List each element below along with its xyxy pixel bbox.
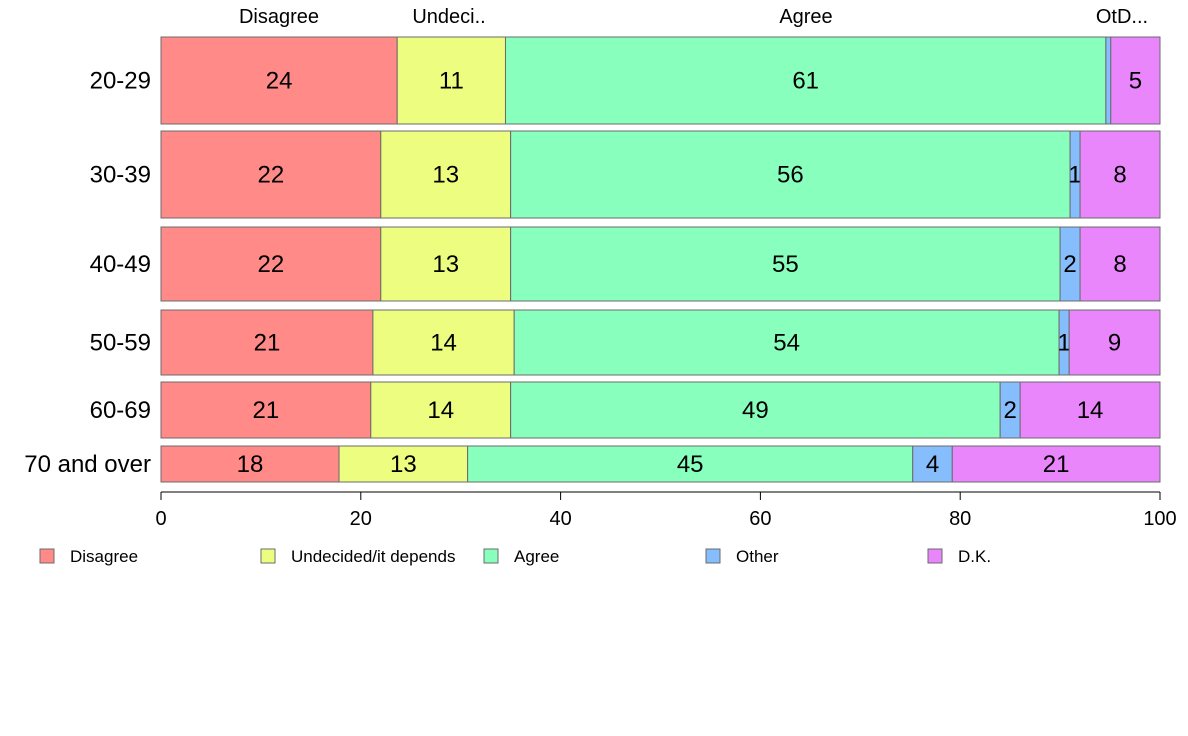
data-label: 22: [258, 251, 285, 278]
data-label: 11: [439, 68, 464, 95]
bar-row-40-49: 40-49 22 13 55 2 8: [90, 226, 1161, 302]
data-label: 13: [432, 162, 459, 189]
legend-label: Disagree: [70, 547, 138, 566]
bar-segment-other: [1105, 36, 1112, 125]
bar-segment-d-k: [1110, 36, 1161, 125]
bar-segment-disagree: [160, 381, 372, 439]
bar-segment-undecided-it-depends: [396, 36, 506, 125]
legend-swatch: [705, 548, 721, 564]
category-label: 30-39: [90, 162, 151, 189]
data-label: 14: [427, 397, 454, 424]
legend-item-disagree: Disagree: [39, 547, 138, 566]
bar-segment-disagree: [160, 130, 382, 219]
data-label: 14: [1077, 397, 1104, 424]
bar-segment-undecided-it-depends: [380, 130, 512, 219]
top-label-otd: OtD...: [1096, 6, 1148, 28]
category-label: 50-59: [90, 330, 151, 357]
data-label: 4: [926, 451, 939, 478]
data-label: 24: [266, 68, 293, 95]
bar-rows: 20-29 24 11 61 530-39 22 13 56 1 840-49 22 13 55 2 850…: [24, 36, 1161, 483]
top-label-undeci: Undeci..: [412, 6, 485, 28]
bar-segment-undecided-it-depends: [372, 309, 515, 376]
data-label: 61: [792, 68, 819, 95]
bar-segment-undecided-it-depends: [370, 381, 512, 439]
data-label: 21: [253, 397, 280, 424]
bar-segment-other: [912, 445, 953, 483]
x-axis: 0 20 40 60 80 100: [155, 491, 1177, 530]
bar-segment-disagree: [160, 309, 374, 376]
bar-segment-disagree: [160, 226, 382, 302]
bar-segment-agree: [510, 226, 1061, 302]
bar-segment-agree: [510, 130, 1071, 219]
x-tick-label: 100: [1143, 508, 1176, 530]
bar-row-70-and-over: 70 and over 18 13 45 4 21: [24, 445, 1161, 483]
legend-swatch: [39, 548, 55, 564]
data-label: 49: [742, 397, 769, 424]
bar-segment-undecided-it-depends: [380, 226, 512, 302]
data-label: 14: [430, 330, 457, 357]
bar-row-50-59: 50-59 21 14 54 1 9: [90, 309, 1161, 376]
category-label: 60-69: [90, 397, 151, 424]
data-label: 54: [773, 330, 800, 357]
data-label: 5: [1129, 68, 1142, 95]
data-label: 1: [1068, 162, 1081, 189]
bar-segment-undecided-it-depends: [338, 445, 469, 483]
data-label: 8: [1113, 162, 1126, 189]
data-label: 21: [254, 330, 281, 357]
data-label: 1: [1057, 330, 1070, 357]
data-label: 2: [1003, 397, 1016, 424]
legend-swatch: [927, 548, 943, 564]
legend-label: Agree: [514, 547, 559, 566]
legend-swatch: [483, 548, 499, 564]
data-label: 9: [1108, 330, 1121, 357]
bar-segment-agree: [510, 381, 1001, 439]
data-label: 56: [777, 162, 804, 189]
bar-segment-d-k: [1068, 309, 1161, 376]
data-label: 18: [237, 451, 264, 478]
bar-segment-d-k: [1019, 381, 1161, 439]
data-label: 55: [772, 251, 799, 278]
bar-segment-agree: [504, 36, 1107, 125]
top-label-disagree: Disagree: [239, 6, 319, 28]
legend-item-d-k: D.K.: [927, 547, 991, 566]
bar-row-30-39: 30-39 22 13 56 1 8: [90, 130, 1161, 219]
data-label: 13: [432, 251, 459, 278]
top-label-agree: Agree: [779, 6, 832, 28]
data-label: 2: [1063, 251, 1076, 278]
top-category-labels: Disagree Undeci.. Agree OtD...: [239, 6, 1148, 28]
category-label: 20-29: [90, 68, 151, 95]
data-label: 8: [1113, 251, 1126, 278]
legend-label: Other: [736, 547, 779, 566]
bar-segment-d-k: [951, 445, 1161, 483]
x-tick-label: 0: [155, 508, 166, 530]
bar-segment-agree: [467, 445, 914, 483]
legend-item-undecided-it-depends: Undecided/it depends: [260, 547, 455, 566]
legend-label: D.K.: [958, 547, 991, 566]
legend-label: Undecided/it depends: [291, 547, 455, 566]
data-label: 22: [258, 162, 285, 189]
bar-segment-d-k: [1079, 130, 1161, 219]
data-label: 13: [390, 451, 417, 478]
x-tick-label: 80: [949, 508, 971, 530]
x-tick-label: 60: [749, 508, 771, 530]
legend-item-agree: Agree: [483, 547, 559, 566]
bar-row-60-69: 60-69 21 14 49 2 14: [90, 381, 1161, 439]
x-tick-label: 20: [350, 508, 372, 530]
data-label: 21: [1043, 451, 1070, 478]
category-label: 70 and over: [24, 451, 151, 478]
bar-segment-d-k: [1079, 226, 1161, 302]
bar-row-20-29: 20-29 24 11 61 5: [90, 36, 1161, 125]
x-tick-label: 40: [549, 508, 571, 530]
data-label: 45: [677, 451, 704, 478]
category-label: 40-49: [90, 251, 151, 278]
bar-segment-agree: [513, 309, 1060, 376]
legend-swatch: [260, 548, 276, 564]
legend-item-other: Other: [705, 547, 779, 566]
legend: Disagree Undecided/it depends Agree Other D.…: [39, 547, 991, 566]
bar-segment-disagree: [160, 36, 398, 125]
